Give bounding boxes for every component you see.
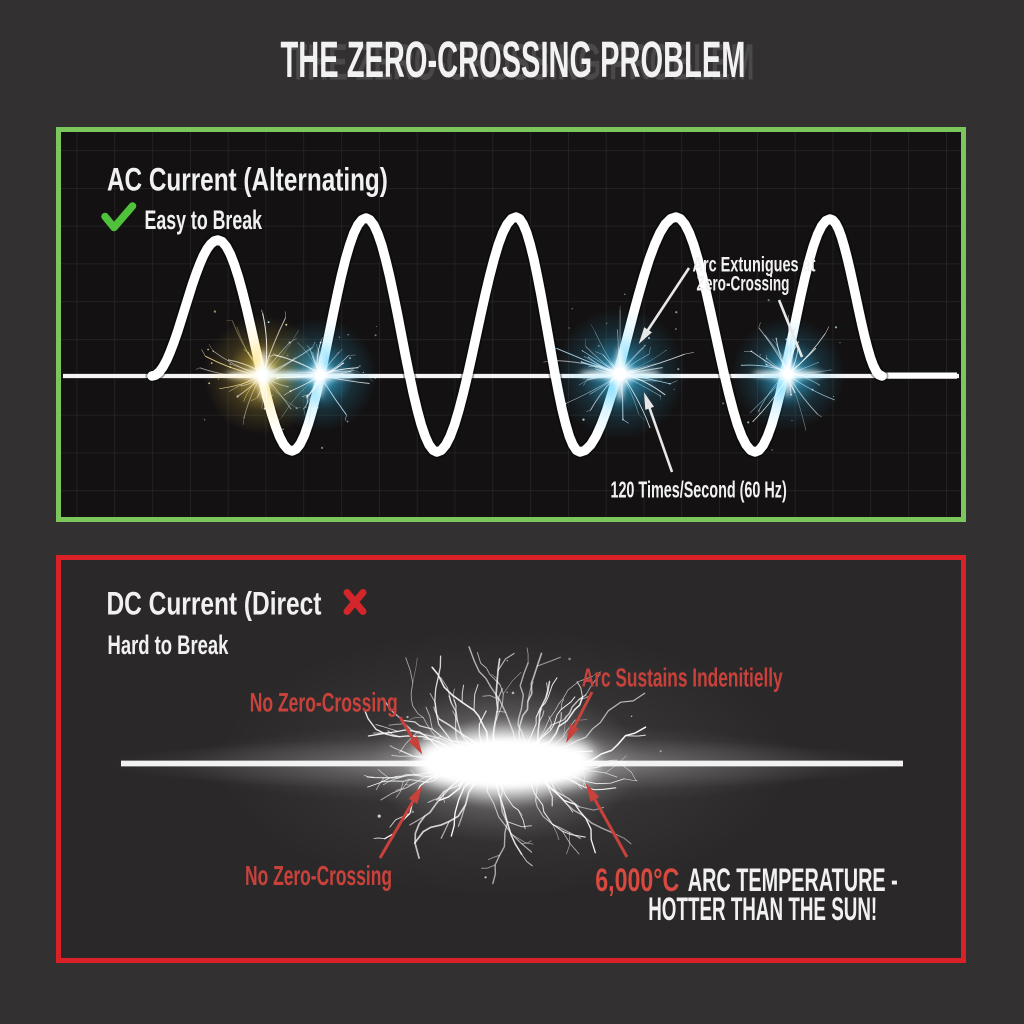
svg-text:120 Times/Second (60 Hz): 120 Times/Second (60 Hz) [610,479,786,504]
svg-text:THE ZERO-CROSSING PROBLEM: THE ZERO-CROSSING PROBLEM [281,30,746,88]
svg-text:AC Current (Alternating): AC Current (Alternating) [107,163,388,199]
svg-text:No Zero-Crossing: No Zero-Crossing [250,687,398,718]
svg-text:Arc Extunigues at: Arc Extunigues at [693,252,816,277]
svg-text:ARC TEMPERATURE -: ARC TEMPERATURE - [688,862,898,898]
svg-text:HOTTER THAN THE SUN!: HOTTER THAN THE SUN! [648,891,877,928]
svg-text:DC Current (Direct: DC Current (Direct [107,587,322,623]
svg-text:Arc Sustains Indenitielly: Arc Sustains Indenitielly [582,663,784,692]
svg-text:No Zero-Crossing: No Zero-Crossing [245,860,392,891]
svg-text:THE ZERO-CROSSING PROBLEM: THE ZERO-CROSSING PROBLEM [290,33,755,91]
svg-text:6,000°C: 6,000°C [595,862,679,898]
svg-text:Zero-Crossing: Zero-Crossing [697,272,790,296]
svg-text:Easy to Break: Easy to Break [145,204,263,235]
svg-text:Hard to Break: Hard to Break [108,629,229,659]
